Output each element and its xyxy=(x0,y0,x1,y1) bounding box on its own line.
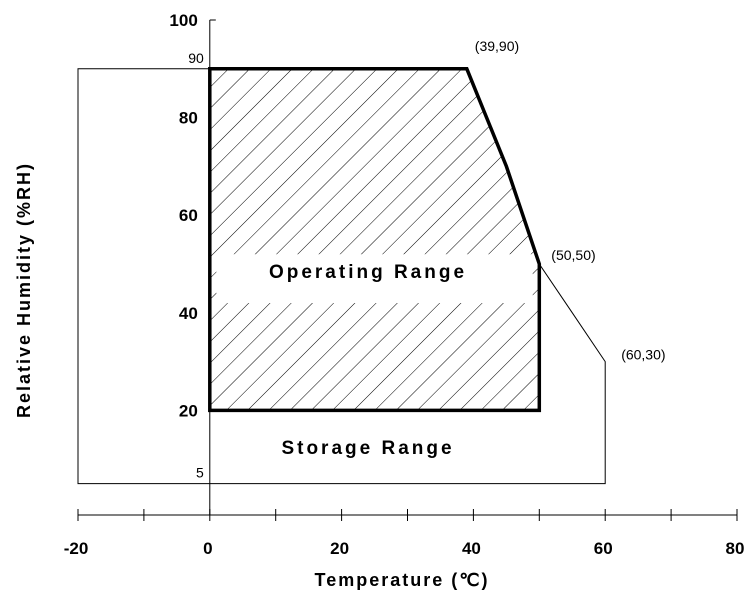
operating-range-label: Operating Range xyxy=(269,262,467,283)
storage-range-label: Storage Range xyxy=(281,438,454,459)
operating-range-region xyxy=(208,67,542,413)
x-tick-label: -20 xyxy=(64,539,89,558)
x-tick-label: 60 xyxy=(594,539,613,558)
y-tick-label: 100 xyxy=(169,11,197,30)
operating-label-background xyxy=(216,254,533,304)
x-tick-label: 80 xyxy=(726,539,745,558)
y-axis-title: Relative Humidity (%RH) xyxy=(14,162,34,418)
y-tick-label: 80 xyxy=(179,109,198,128)
point-annotation: (39,90) xyxy=(475,38,519,54)
y-tick-label: 40 xyxy=(179,304,198,323)
x-tick-label: 20 xyxy=(330,539,349,558)
x-tick-label: 40 xyxy=(462,539,481,558)
y-tick-label: 60 xyxy=(179,206,198,225)
y-extra-label: 90 xyxy=(188,50,204,66)
point-annotation: (60,30) xyxy=(621,347,665,363)
point-annotation: (50,50) xyxy=(551,247,595,263)
x-tick-label: 0 xyxy=(203,539,212,558)
y-extra-label: 5 xyxy=(196,465,204,481)
x-axis-title: Temperature (℃) xyxy=(315,570,490,590)
y-tick-label: 20 xyxy=(179,401,198,420)
